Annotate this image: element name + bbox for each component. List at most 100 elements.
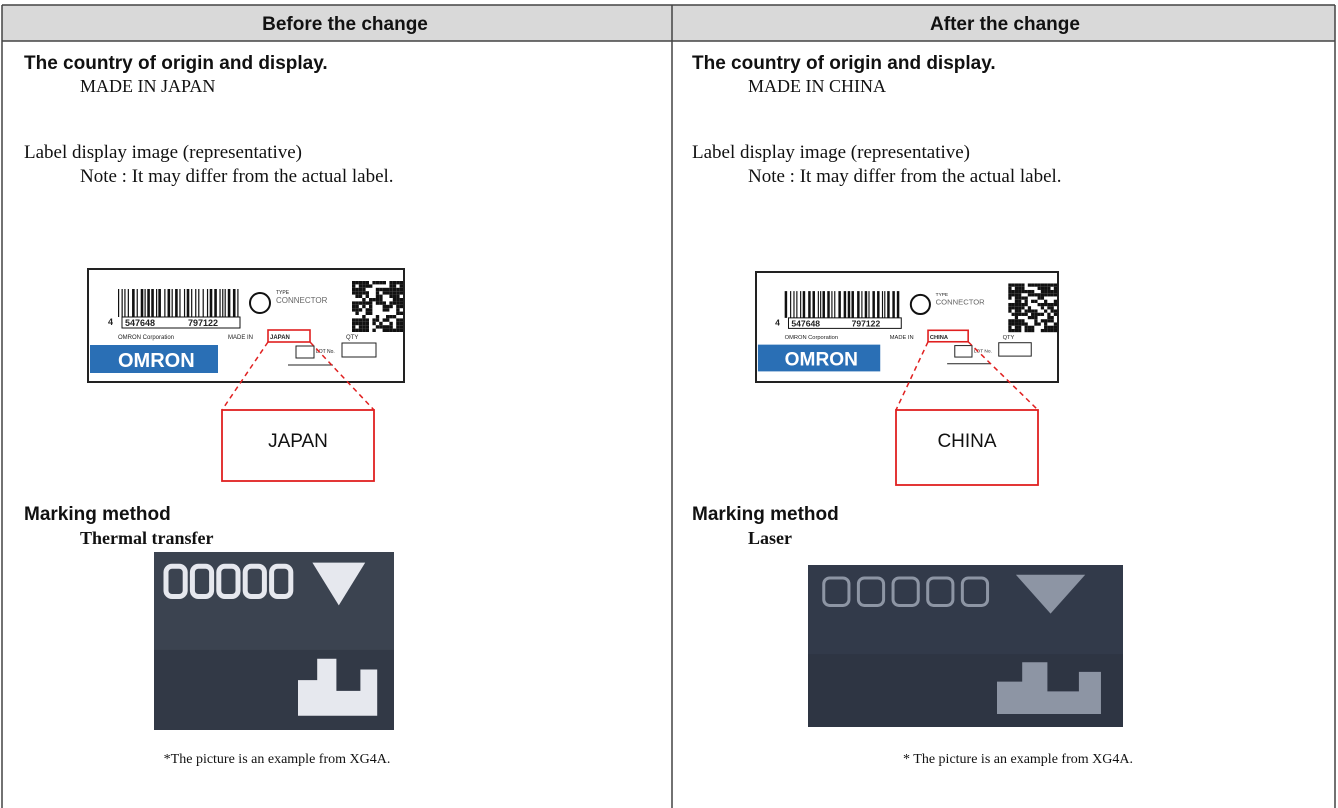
qr-cell <box>365 311 369 315</box>
label-logo: OMRON <box>118 350 195 372</box>
qr-cell <box>355 328 359 332</box>
qr-cell <box>1024 328 1028 333</box>
qr-cell <box>1047 325 1051 329</box>
qr-cell <box>1047 283 1051 287</box>
qr-cell <box>1031 299 1035 303</box>
barcode-prefix: 4 <box>108 317 113 327</box>
qr-cell <box>1014 306 1019 310</box>
origin-heading: The country of origin and display. <box>24 53 328 74</box>
barcode-bar <box>827 291 830 318</box>
qr-cell <box>1040 328 1045 333</box>
qr-cell <box>365 308 369 312</box>
qr-cell <box>386 291 390 295</box>
marking-photo <box>808 565 1123 727</box>
callout-leader <box>221 341 269 411</box>
qr-cell <box>1037 312 1041 316</box>
qr-cell <box>1027 289 1032 294</box>
engraved-char <box>269 563 294 599</box>
qr-cell <box>1014 302 1019 307</box>
barcode-bar <box>219 289 221 317</box>
qr-cell <box>396 328 400 332</box>
barcode-bar <box>796 291 798 318</box>
qr-cell <box>362 321 366 326</box>
barcode-bar <box>872 291 875 318</box>
qr-cell <box>362 318 366 322</box>
qr-cell <box>1050 283 1054 287</box>
engraved-char <box>163 563 188 599</box>
qr-cell <box>1018 296 1022 300</box>
qr-cell <box>358 294 363 298</box>
logo-bg <box>90 345 218 373</box>
qr-cell <box>352 325 356 329</box>
label-qty: QTY <box>1003 335 1015 341</box>
callout-leader <box>309 341 375 411</box>
barcode-bar <box>834 291 836 318</box>
qr-cell <box>365 328 369 332</box>
qr-cell <box>379 294 383 298</box>
qr-cell <box>1018 312 1022 316</box>
qr-cell <box>362 325 366 329</box>
barcode-bar <box>179 289 181 317</box>
qr-cell <box>1018 328 1022 333</box>
qr-cell <box>355 311 359 315</box>
qr-cell <box>1040 306 1045 310</box>
qr-cell <box>1018 283 1022 287</box>
qr-cell <box>399 311 403 315</box>
barcode-bar <box>206 289 209 317</box>
qr-cell <box>1008 325 1012 329</box>
column-header: After the change <box>930 14 1080 35</box>
qr-cell <box>1050 306 1054 310</box>
country-highlight <box>267 329 311 343</box>
qr-cell <box>1018 302 1022 307</box>
qr-cell <box>1014 309 1019 313</box>
lot-box <box>295 345 315 359</box>
label-product: CONNECTOR <box>276 296 328 305</box>
photo-caption: * The picture is an example from XG4A. <box>903 752 1133 767</box>
barcode-digits: 547648 <box>791 318 820 328</box>
qr-cell <box>355 294 359 298</box>
qr-cell <box>1031 328 1035 333</box>
barcode-bar <box>171 289 173 317</box>
qr-cell <box>358 281 363 285</box>
qr-cell <box>365 294 369 298</box>
qr-cell <box>1027 328 1032 333</box>
qr-cell <box>1018 309 1022 313</box>
qr-cell <box>352 284 356 288</box>
qr-cell <box>1031 293 1035 297</box>
qr-cell <box>382 318 386 322</box>
qr-cell <box>365 321 369 326</box>
engraved-char <box>856 576 886 608</box>
barcode-bar <box>147 289 150 317</box>
qr-cell <box>352 304 356 309</box>
qr-cell <box>358 287 363 292</box>
qr-cell <box>1031 325 1035 329</box>
qr-cell <box>358 308 363 312</box>
marking-method: Laser <box>748 528 792 548</box>
qr-cell <box>1018 319 1022 323</box>
qr-cell <box>1008 322 1012 326</box>
qr-cell <box>355 304 359 309</box>
qr-cell <box>1024 325 1028 329</box>
qr-cell <box>379 298 383 302</box>
qr-cell <box>1014 312 1019 316</box>
qr-cell <box>1031 309 1035 313</box>
qr-cell <box>375 287 380 292</box>
barcode-bar <box>857 291 860 318</box>
qr-cell <box>1047 306 1051 310</box>
qr-cell <box>1018 325 1022 329</box>
qr-cell <box>1011 319 1015 323</box>
qr-cell <box>382 328 386 332</box>
label-product: CONNECTOR <box>936 297 985 306</box>
qr-cell <box>1040 293 1045 297</box>
qr-cell <box>1011 293 1015 297</box>
barcode-bar <box>820 291 822 318</box>
barcode-bar <box>222 289 224 317</box>
qr-cell <box>396 318 400 322</box>
label-logo: OMRON <box>785 350 858 371</box>
qr-cell <box>365 291 369 295</box>
qr-cell <box>372 281 376 285</box>
qr-cell <box>355 281 359 285</box>
qr-cell <box>1044 293 1048 297</box>
barcode-bar <box>124 289 126 317</box>
qr-cell <box>1014 283 1019 287</box>
